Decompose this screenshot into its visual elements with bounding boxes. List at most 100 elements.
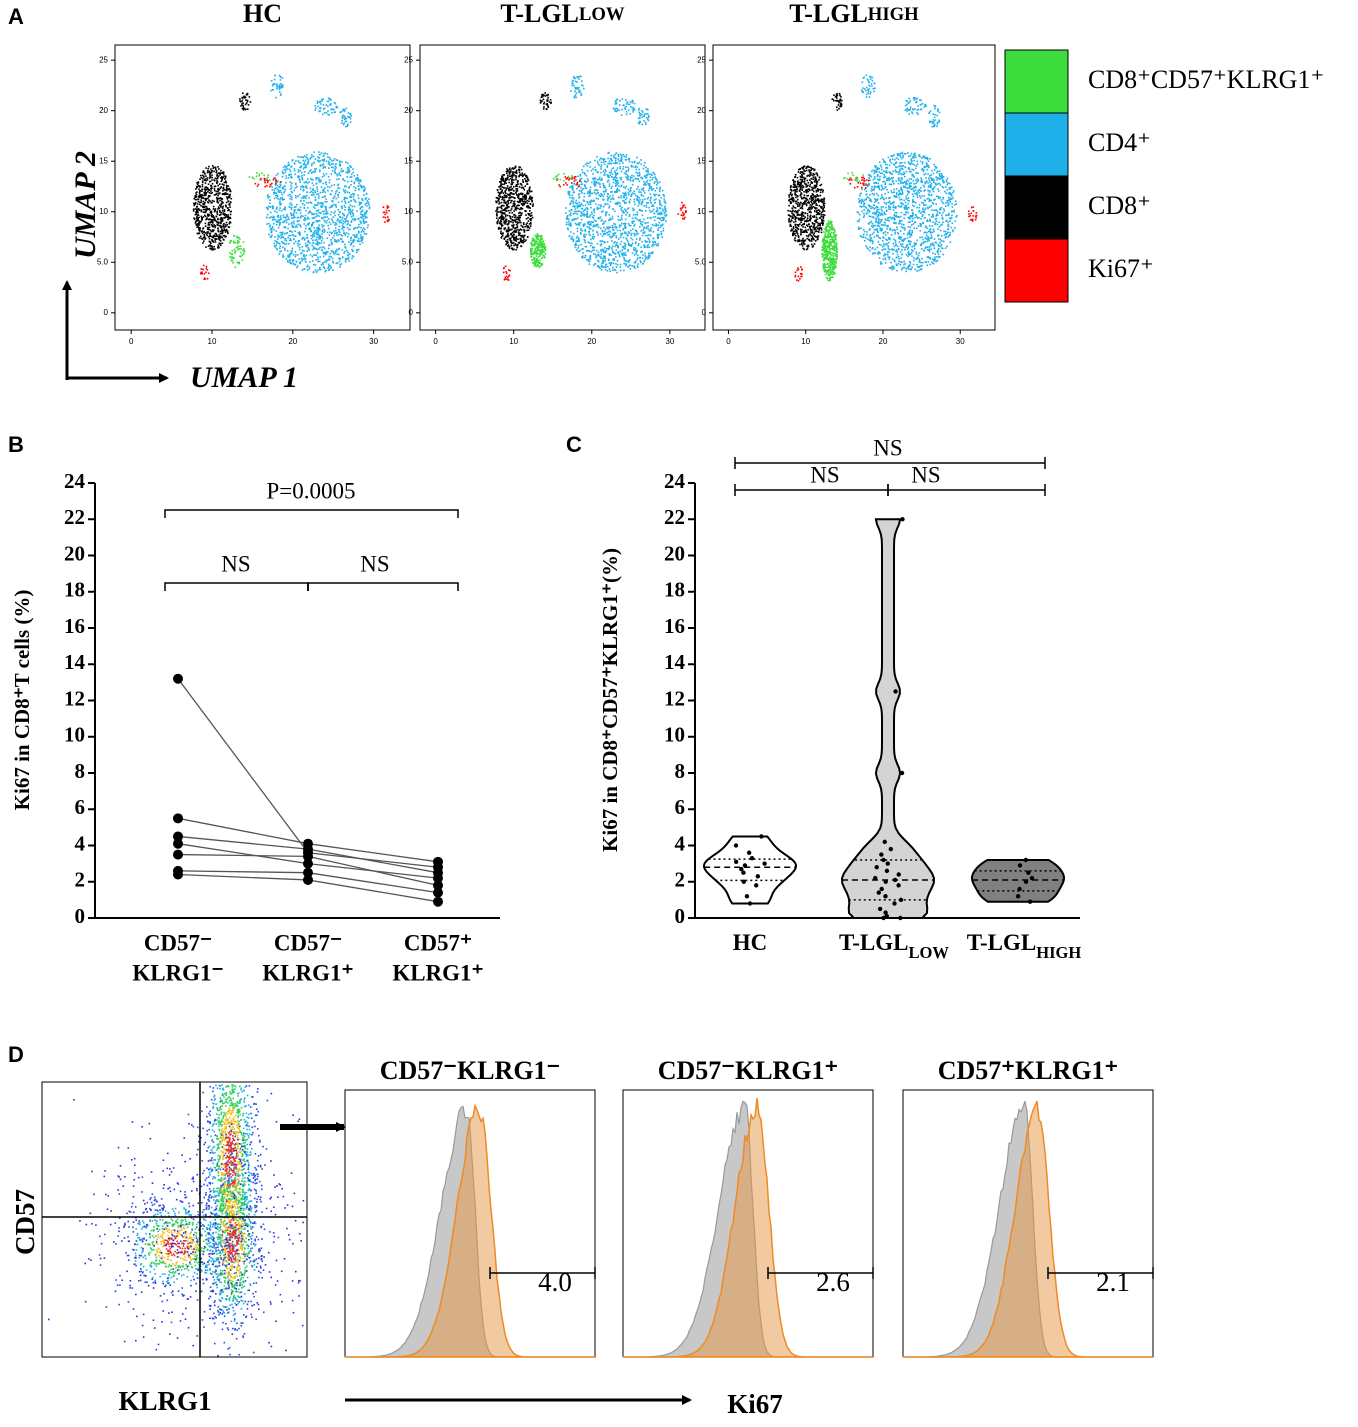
umap-point (517, 238, 519, 241)
umap-point (530, 247, 532, 250)
umap-point (538, 262, 541, 264)
umap-point (661, 236, 664, 238)
umap-point (263, 174, 265, 177)
umap-point (221, 236, 223, 239)
umap-point (307, 160, 310, 162)
umap-point (327, 113, 329, 116)
umap-point (237, 245, 240, 248)
umap-point (206, 170, 209, 172)
umap-point (229, 210, 232, 213)
umap-point (597, 251, 600, 254)
umap-point (277, 198, 280, 200)
umap-point (317, 209, 320, 211)
umap-point (501, 183, 504, 186)
umap-point (584, 181, 587, 183)
umap-point (577, 224, 580, 226)
umap-point (528, 187, 531, 190)
umap-point (511, 242, 513, 244)
umap-point (342, 170, 344, 173)
umap-point (610, 262, 613, 265)
umap-point (307, 217, 310, 220)
umap-point (337, 194, 339, 196)
umap-point (318, 153, 321, 156)
umap-point (240, 255, 242, 258)
umap-point (519, 174, 521, 176)
umap-point (623, 258, 626, 261)
umap-point (353, 239, 356, 241)
umap-point (337, 213, 340, 216)
umap-point (201, 193, 203, 196)
umap-point (513, 244, 515, 247)
umap-point (653, 199, 656, 201)
umap-point (506, 223, 508, 225)
umap-point (231, 249, 234, 252)
umap-point (302, 189, 304, 192)
umap-point (652, 205, 655, 207)
umap-point (622, 165, 625, 168)
umap-point (348, 170, 351, 172)
umap-point (361, 229, 364, 231)
umap-point (327, 266, 330, 269)
umap-point (195, 224, 198, 226)
umap-point (530, 256, 532, 258)
umap-point (207, 208, 209, 211)
umap-point (589, 244, 592, 247)
umap-point (637, 204, 640, 207)
umap-point (228, 203, 231, 205)
umap-point (246, 99, 249, 102)
umap-point (200, 204, 202, 207)
umap-point (356, 251, 358, 254)
umap-point (520, 206, 522, 209)
umap-point (634, 242, 637, 245)
umap-point (285, 165, 288, 168)
umap-point (549, 98, 552, 101)
umap-point (288, 258, 291, 261)
umap-point (519, 228, 522, 230)
umap-point (652, 216, 655, 219)
umap-point (280, 181, 282, 183)
umap-point (506, 235, 508, 238)
umap-point (578, 78, 580, 80)
umap-point (592, 217, 595, 219)
umap-point (620, 170, 623, 173)
umap-point (540, 234, 543, 237)
umap-point (223, 214, 226, 217)
umap-point (606, 164, 609, 167)
umap-point (315, 178, 317, 181)
umap-point (571, 182, 573, 184)
umap-point (299, 166, 301, 169)
umap-point (346, 226, 349, 229)
umap-point (339, 238, 342, 240)
umap-point (279, 200, 281, 203)
umap-point (352, 194, 355, 196)
umap-point (204, 278, 206, 280)
umap-point (569, 202, 572, 205)
umap-point (229, 217, 232, 220)
umap-point (361, 239, 363, 241)
umap-point (506, 168, 508, 170)
umap-point (624, 191, 627, 194)
umap-point (647, 257, 649, 260)
umap-point (655, 224, 658, 226)
umap-point (350, 220, 353, 222)
umap-point (344, 192, 346, 194)
umap-point (578, 240, 580, 242)
umap-point (325, 112, 328, 114)
umap-point (338, 258, 341, 260)
umap-point (298, 161, 300, 164)
umap-point (200, 174, 202, 177)
title-part: LOW (579, 4, 625, 25)
umap-point (643, 114, 646, 116)
umap-point (657, 212, 659, 215)
umap-point (576, 213, 578, 215)
umap-point (352, 168, 354, 170)
umap-point (353, 186, 355, 188)
umap-point (617, 245, 619, 248)
umap-point (206, 179, 209, 181)
umap-point (342, 117, 344, 120)
umap-point (624, 245, 627, 248)
umap-point (626, 207, 629, 210)
umap-point (281, 233, 284, 236)
umap-point (527, 220, 530, 222)
umap-point (575, 178, 577, 181)
